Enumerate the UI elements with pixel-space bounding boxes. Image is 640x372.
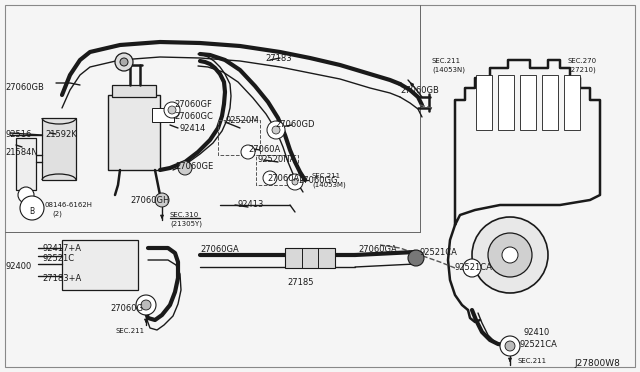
Text: 27060GD: 27060GD [275,120,314,129]
Text: 27183+A: 27183+A [42,274,81,283]
Text: 27060AB: 27060AB [267,174,305,183]
Circle shape [292,179,298,185]
Text: 92410: 92410 [524,328,550,337]
Bar [476,75,492,130]
Text: 92414: 92414 [180,124,206,133]
Text: 27060GA: 27060GA [200,245,239,254]
Text: (14053M): (14053M) [312,181,346,187]
Text: 92400: 92400 [5,262,31,271]
Text: 21592K: 21592K [45,130,77,139]
Text: SEC.211: SEC.211 [432,58,461,64]
Text: SEC.211: SEC.211 [518,358,547,364]
Text: 92521CA: 92521CA [520,340,558,349]
Text: 27060GA: 27060GA [358,245,397,254]
Circle shape [20,196,44,220]
Text: 27060GC: 27060GC [174,112,213,121]
Text: 92516: 92516 [5,130,31,139]
Bar [564,75,580,130]
Circle shape [463,259,481,277]
Bar [498,75,514,130]
Bar [285,248,335,268]
Circle shape [472,217,548,293]
Text: 92417+A: 92417+A [42,244,81,253]
Text: 92521CA: 92521CA [420,248,458,257]
Circle shape [178,161,192,175]
Text: 27183: 27183 [265,54,292,63]
Bar [218,120,260,155]
Circle shape [505,341,515,351]
Text: (27210): (27210) [568,66,596,73]
Text: SEC.211: SEC.211 [115,328,144,334]
Text: 92520M: 92520M [225,116,259,125]
Text: 27060GH: 27060GH [130,196,170,205]
Text: 92413: 92413 [238,200,264,209]
Text: 27185: 27185 [287,278,314,287]
Circle shape [168,106,176,114]
Text: 27060A: 27060A [248,145,280,154]
Circle shape [120,58,128,66]
Circle shape [164,102,180,118]
Text: 27060G: 27060G [110,304,143,313]
Circle shape [500,336,520,356]
Text: (21305Y): (21305Y) [170,220,202,227]
Text: 27060GB: 27060GB [400,86,439,95]
Circle shape [141,300,151,310]
Circle shape [287,174,303,190]
Text: SEC.211: SEC.211 [312,173,341,179]
Circle shape [502,247,518,263]
Text: 21584N: 21584N [5,148,38,157]
Circle shape [241,145,255,159]
Circle shape [263,171,277,185]
Circle shape [18,187,34,203]
Text: 27060GG: 27060GG [298,176,337,185]
Text: B: B [29,206,35,215]
Text: SEC.270: SEC.270 [568,58,597,64]
Bar [520,75,536,130]
Text: 92521CA: 92521CA [455,263,493,272]
Circle shape [488,233,532,277]
Text: SEC.310: SEC.310 [170,212,199,218]
Text: 27060GB: 27060GB [5,83,44,92]
Bar [16,138,36,190]
Circle shape [115,53,133,71]
Bar [256,155,298,185]
Circle shape [267,121,285,139]
Text: 27060GF: 27060GF [174,100,212,109]
Bar [112,85,156,97]
Text: 08146-6162H: 08146-6162H [44,202,92,208]
Text: (14053N): (14053N) [432,66,465,73]
Circle shape [408,250,424,266]
Circle shape [136,295,156,315]
Text: 92520NA: 92520NA [258,155,296,164]
Text: J27800W8: J27800W8 [574,359,620,368]
Bar [152,108,174,122]
Circle shape [272,126,280,134]
Bar [542,75,558,130]
Text: 92521C: 92521C [42,254,74,263]
Text: 27060GE: 27060GE [175,162,213,171]
Bar [62,240,138,290]
Bar [108,95,160,170]
Bar [42,118,76,180]
Circle shape [155,193,169,207]
Text: (2): (2) [52,210,62,217]
